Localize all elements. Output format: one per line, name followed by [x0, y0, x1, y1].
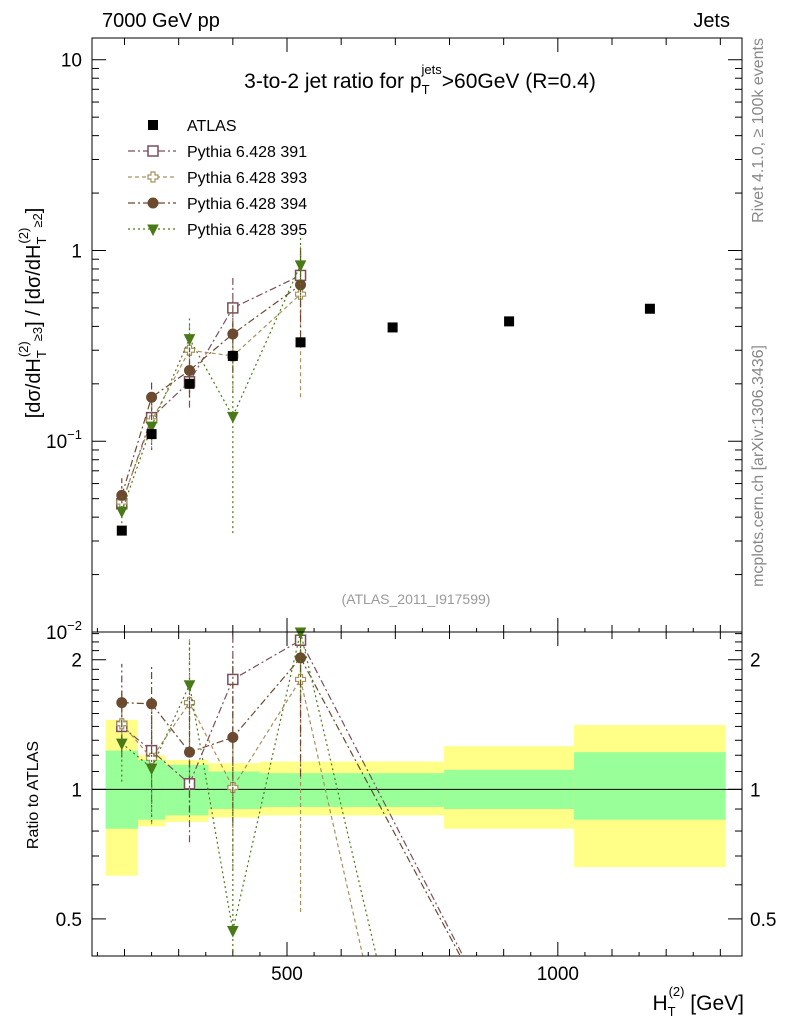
data-point-0 — [116, 525, 127, 536]
ylabel-a: [dσ/dH — [23, 358, 45, 418]
data-point-6 — [504, 316, 515, 327]
series-line-1 — [121, 293, 301, 503]
series-3-point-0 — [115, 506, 128, 519]
legend-label-1: Pythia 6.428 393 — [187, 170, 307, 187]
ratio-tail-3 — [299, 631, 377, 957]
ratio-3-point-3 — [227, 925, 239, 938]
series-3-point-2 — [183, 334, 196, 346]
top-ytick-exp: −2 — [67, 618, 82, 633]
legend-marker-0 — [147, 145, 159, 157]
ratio-panel: 2 2 1 1 0.5 0.5 — [56, 627, 776, 957]
top-ytick-base: 10 — [46, 432, 67, 453]
legend-marker-2 — [147, 197, 159, 209]
ylabel-a-sub: T — [34, 350, 49, 358]
ylabel-a-sub2: ≥3 — [30, 327, 45, 341]
top-ytick-label-0: 10 — [61, 51, 82, 72]
ratio-tail-2 — [300, 657, 461, 957]
ratio-line-0 — [121, 639, 301, 785]
top-ytick-label-2: 10−1 — [46, 427, 82, 453]
series-3-point-4 — [294, 260, 307, 273]
data-point-2 — [184, 378, 195, 389]
legend-marker-data — [148, 120, 158, 130]
ratio-1-point-1 — [145, 752, 158, 764]
ratio-3-point-2 — [183, 680, 196, 692]
ratio-ytick-label-1: 1 — [71, 780, 82, 801]
header-category: Jets — [693, 10, 730, 32]
series-2-point-3 — [227, 328, 239, 340]
chart-title-sup: jets — [421, 62, 443, 77]
legend-label-3: Pythia 6.428 395 — [187, 222, 307, 239]
chart-title-sub: T — [422, 82, 430, 97]
analysis-id: (ATLAS_2011_I917599) — [342, 591, 491, 607]
x-tick-label-0: 500 — [271, 964, 303, 985]
data-point-3 — [227, 350, 238, 361]
ratio-1-point-4 — [294, 673, 307, 686]
legend: ATLAS Pythia 6.428 391 Pythia 6.428 393 Pyt… — [128, 118, 307, 239]
xlabel-unit: [GeV] — [684, 992, 744, 1015]
ratio-2-point-1 — [146, 698, 158, 710]
ylabel-b-sub2: ≥2 — [30, 213, 45, 227]
legend-label-2: Pythia 6.428 394 — [187, 196, 307, 213]
band-inner-2 — [165, 764, 209, 816]
series-3-point-1 — [145, 421, 158, 434]
rivet-label: Rivet 4.1.0, ≥ 100k events — [750, 38, 767, 223]
x-tick-label-1: 1000 — [537, 964, 579, 985]
band-inner-5 — [341, 773, 445, 807]
chart-title: 3-to-2 jet ratio for pTjets>60GeV (R=0.4… — [244, 62, 596, 97]
ylabel-b-sub: T — [34, 237, 49, 245]
ratio-ytick-label-right-0: 2 — [750, 651, 761, 672]
ratio-3-point-1 — [145, 763, 158, 776]
chart-title-main: 3-to-2 jet ratio for p — [244, 70, 421, 93]
ratio-2-point-0 — [116, 697, 128, 709]
chart-title-tail: >60GeV (R=0.4) — [442, 70, 596, 93]
ratio-3-point-4 — [294, 627, 307, 640]
series-line-2 — [121, 284, 301, 496]
legend-marker-1 — [147, 171, 159, 183]
series-2-point-1 — [146, 391, 158, 403]
ratio-2-point-3 — [227, 731, 239, 743]
ratio-ytick-label-right-1: 1 — [750, 780, 761, 801]
legend-label-data: ATLAS — [187, 118, 237, 135]
ratio-tail-0 — [300, 639, 464, 957]
series-3-point-3 — [227, 411, 239, 424]
mcplots-label: mcplots.cern.ch [arXiv:1306.3436] — [750, 345, 767, 587]
data-point-7 — [644, 303, 655, 314]
series-2-point-2 — [184, 364, 195, 376]
ratio-2-point-2 — [184, 746, 195, 758]
xlabel-sup: (2) — [669, 984, 685, 999]
xlabel-sub: T — [668, 1004, 676, 1019]
legend-label-0: Pythia 6.428 391 — [187, 144, 307, 161]
top-ytick-exp: −1 — [67, 427, 82, 442]
series-line-0 — [121, 274, 301, 504]
ratio-ytick-label-2: 0.5 — [56, 910, 82, 931]
top-ytick-label-3: 10−2 — [46, 618, 82, 644]
band-inner-7 — [574, 752, 726, 820]
ratio-ytick-label-right-2: 0.5 — [750, 910, 776, 931]
header-energy: 7000 GeV pp — [102, 10, 220, 32]
ylabel-end: ] — [23, 208, 45, 214]
ratio-panel-frame — [91, 631, 743, 957]
series-line-3 — [121, 264, 302, 512]
series-2-point-0 — [116, 489, 128, 501]
y-axis-label-top: [dσ/dHT(2)≥3] / [dσ/dHT(2)≥2] — [16, 208, 49, 419]
ratio-2-point-4 — [295, 652, 307, 664]
data-point-1 — [146, 429, 157, 440]
ratio-tail-1 — [299, 679, 364, 957]
ylabel-b-sup: (2) — [16, 228, 31, 244]
top-ytick-base: 10 — [46, 623, 67, 644]
ratio-ytick-label-0: 2 — [71, 651, 82, 672]
data-point-4 — [295, 337, 306, 348]
y-axis-label-ratio: Ratio to ATLAS — [25, 741, 42, 849]
legend-marker-3 — [147, 224, 159, 237]
ylabel-a-sup: (2) — [16, 341, 31, 357]
xlabel-main: H — [652, 992, 667, 1015]
x-axis-label: HT (2) [GeV] — [652, 984, 744, 1019]
data-point-5 — [387, 322, 398, 333]
ylabel-mid: ] / [dσ/dH — [23, 245, 45, 327]
top-ytick-label-1: 1 — [71, 241, 82, 262]
ratio-3-point-0 — [115, 738, 128, 751]
